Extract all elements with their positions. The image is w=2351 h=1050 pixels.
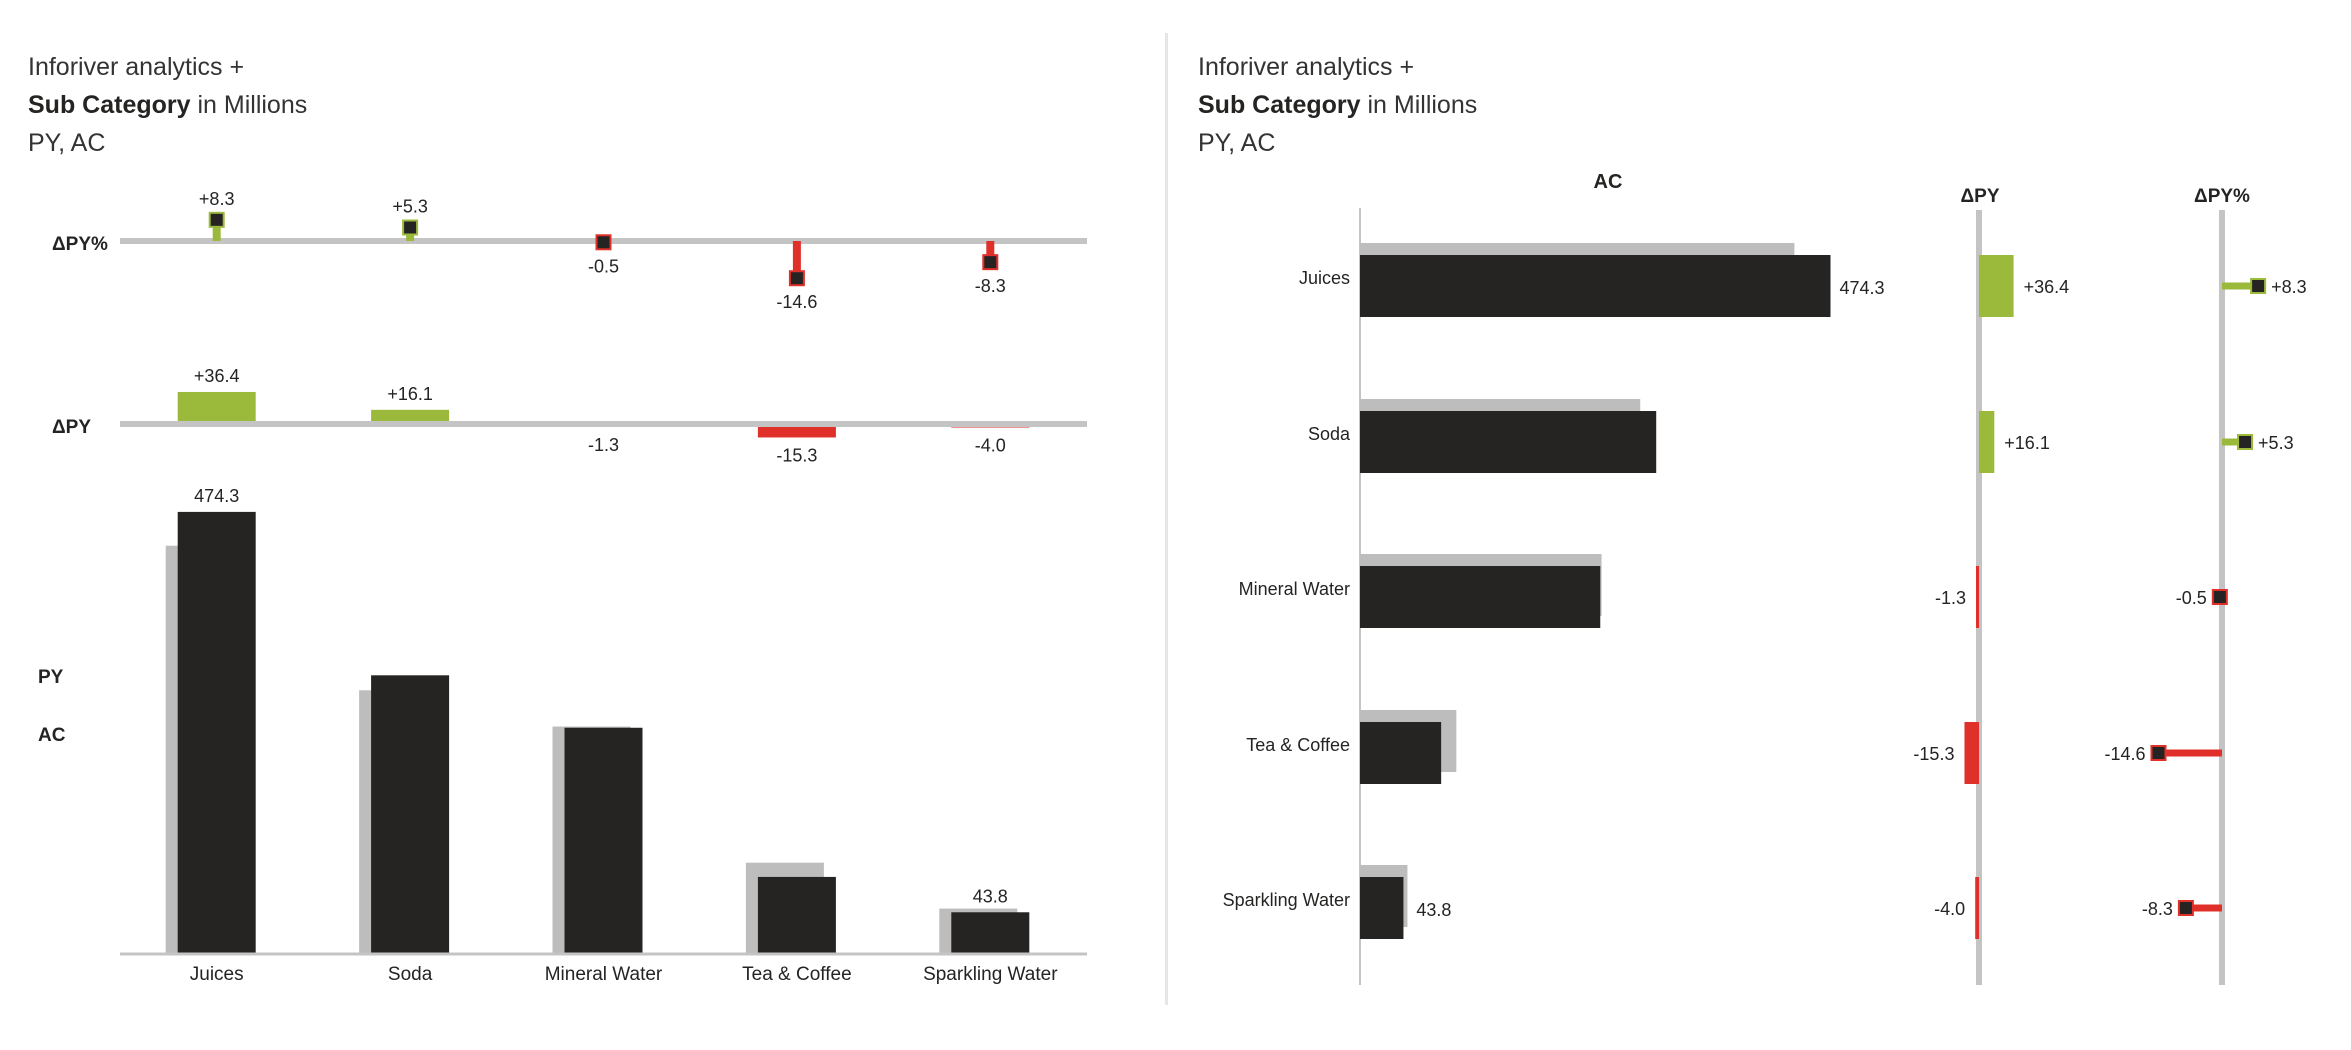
ac-bar-mineral-water: [564, 727, 643, 953]
delta-pct-label-juices: +8.3: [199, 189, 235, 209]
delta-pct-hlabel-tea-coffee: -14.6: [2104, 744, 2145, 764]
right-chart-panel: Inforiver analytics + Sub Category in Mi…: [1170, 0, 2351, 1050]
category-label-sparkling-water: Sparkling Water: [923, 964, 1058, 985]
delta-pct-hmarker-soda: [2237, 434, 2254, 450]
delta-pct-label-tea-coffee: -14.6: [776, 292, 817, 312]
title-rest: in Millions: [1360, 91, 1478, 119]
title-line1: Inforiver analytics +: [28, 53, 245, 81]
category-label-tea-coffee: Tea & Coffee: [742, 964, 852, 985]
delta-hlabel-sparkling-water: -4.0: [1934, 899, 1965, 919]
category-label-juices: Juices: [1299, 268, 1350, 288]
delta-pct-label-sparkling-water: -8.3: [975, 276, 1006, 296]
delta-label-soda: +16.1: [387, 384, 433, 404]
delta-pct-hlabel-sparkling-water: -8.3: [2142, 899, 2173, 919]
header-delta: ΔPY: [1960, 186, 1999, 207]
ac-value-label-sparkling-water: 43.8: [973, 886, 1008, 906]
category-label-soda: Soda: [1308, 424, 1351, 444]
delta-row-label: ΔPY: [52, 417, 91, 438]
left-chart-svg: ΔPY% +8.3 +5.3 -0.5 -14.6 -8.3 ΔPY +36.4 +16.1 -1…: [38, 189, 1087, 985]
delta-hbar-tea-coffee: [1964, 722, 1979, 784]
delta-hbar-juices: [1979, 255, 2014, 317]
panel-divider: [1165, 33, 1168, 1005]
title-line2: Sub Category in Millions: [1198, 86, 1477, 124]
ac-hvalue-label-juices: 474.3: [1840, 278, 1885, 298]
delta-hbar-mineral-water: [1976, 566, 1979, 628]
delta-pct-marker-sparkling-water: [982, 254, 999, 271]
right-chart-title: Inforiver analytics + Sub Category in Mi…: [1198, 48, 1477, 162]
delta-pct-hlabel-juices: +8.3: [2271, 277, 2307, 297]
delta-label-sparkling-water: -4.0: [975, 436, 1006, 456]
category-label-soda: Soda: [388, 964, 433, 985]
title-line2: Sub Category in Millions: [28, 86, 307, 124]
delta-pct-label-mineral-water: -0.5: [588, 256, 619, 276]
left-chart-title: Inforiver analytics + Sub Category in Mi…: [28, 48, 307, 162]
delta-pct-hmarker-mineral-water: [2211, 589, 2228, 605]
title-rest: in Millions: [190, 91, 308, 119]
category-label-tea-coffee: Tea & Coffee: [1246, 735, 1350, 755]
delta-pct-marker-mineral-water: [595, 234, 612, 251]
header-delta-pct: ΔPY%: [2194, 186, 2250, 207]
delta-label-tea-coffee: -15.3: [776, 445, 817, 465]
delta-pct-row-label: ΔPY%: [52, 234, 108, 255]
delta-pct-hlabel-mineral-water: -0.5: [2176, 588, 2207, 608]
delta-bar-soda: [371, 409, 450, 424]
category-label-juices: Juices: [190, 964, 244, 985]
subtitle: PY, AC: [1198, 129, 1276, 157]
left-chart-panel: Inforiver analytics + Sub Category in Mi…: [0, 0, 1165, 1050]
ac-bar-tea-coffee: [757, 876, 836, 953]
legend-py: PY: [38, 667, 64, 688]
delta-hbar-soda: [1979, 411, 1995, 473]
ac-hvalue-label-sparkling-water: 43.8: [1416, 900, 1451, 920]
ac-value-label-juices: 474.3: [194, 486, 239, 506]
delta-hlabel-soda: +16.1: [2004, 433, 2050, 453]
delta-pct-label-soda: +5.3: [392, 196, 428, 216]
header-ac: AC: [1594, 171, 1623, 193]
delta-hlabel-mineral-water: -1.3: [1935, 588, 1966, 608]
legend-ac: AC: [38, 725, 66, 746]
title-bold: Sub Category: [1198, 91, 1361, 119]
ac-bar-sparkling-water: [951, 912, 1030, 953]
delta-pct-marker-tea-coffee: [788, 270, 805, 287]
ac-hbar-tea-coffee: [1360, 722, 1442, 784]
delta-hlabel-tea-coffee: -15.3: [1913, 744, 1954, 764]
delta-label-mineral-water: -1.3: [588, 435, 619, 455]
subtitle: PY, AC: [28, 129, 106, 157]
delta-hlabel-juices: +36.4: [2024, 277, 2070, 297]
title-bold: Sub Category: [28, 91, 191, 119]
delta-pct-hlabel-soda: +5.3: [2258, 433, 2294, 453]
category-label-sparkling-water: Sparkling Water: [1223, 890, 1350, 910]
delta-pct-marker-juices: [208, 211, 225, 228]
category-label-mineral-water: Mineral Water: [545, 964, 663, 985]
ac-hbar-sparkling-water: [1360, 877, 1404, 939]
delta-label-juices: +36.4: [194, 366, 240, 386]
delta-pct-hmarker-tea-coffee: [2150, 745, 2167, 761]
delta-bar-juices: [177, 391, 256, 424]
ac-hbar-soda: [1360, 411, 1657, 473]
delta-pct-hmarker-juices: [2250, 278, 2267, 294]
delta-bar-tea-coffee: [757, 424, 836, 438]
ac-hbar-mineral-water: [1360, 566, 1601, 628]
title-line1: Inforiver analytics +: [1198, 53, 1415, 81]
ac-bar-soda: [371, 675, 450, 953]
ac-hbar-juices: [1360, 255, 1831, 317]
category-label-mineral-water: Mineral Water: [1239, 579, 1350, 599]
right-chart-svg: AC ΔPY ΔPY% Juices 474.3 Soda Mineral Water Tea…: [1223, 171, 2307, 985]
ac-bar-juices: [177, 511, 256, 953]
delta-pct-hmarker-sparkling-water: [2177, 900, 2194, 916]
delta-pct-marker-soda: [402, 219, 419, 236]
delta-hbar-sparkling-water: [1975, 877, 1979, 939]
